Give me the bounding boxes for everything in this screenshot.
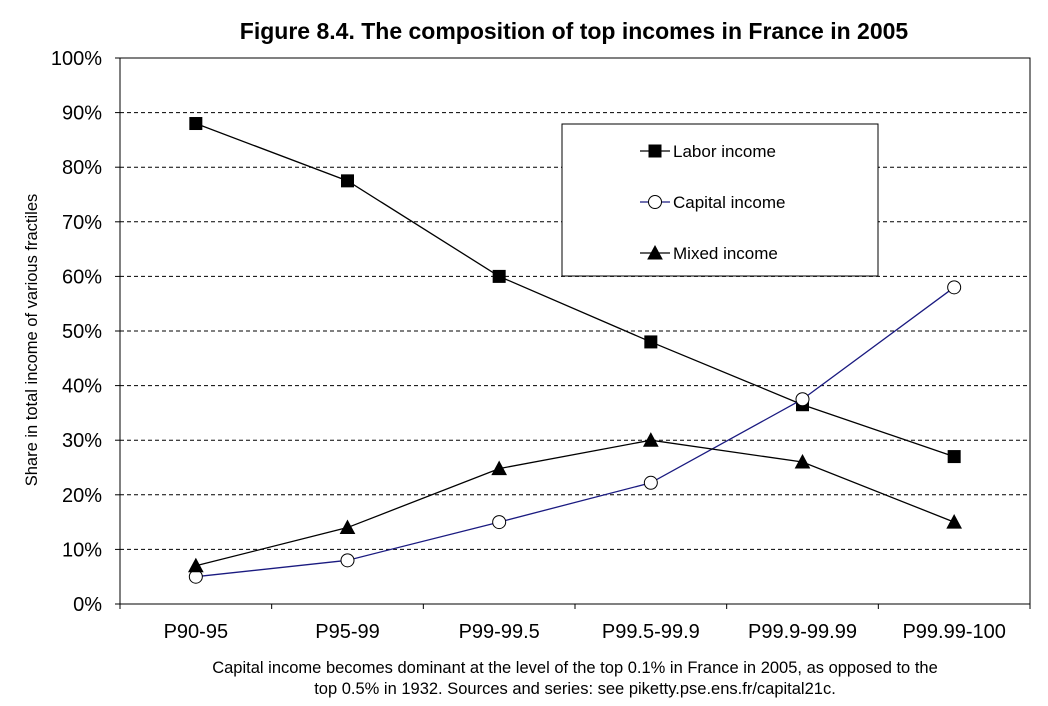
data-point [491,460,508,476]
series-labor-income [189,117,961,464]
y-tick-label: 30% [62,430,102,452]
y-tick-label: 80% [62,157,102,179]
legend-item: Mixed income [640,244,778,263]
axes: 0% 10% 20% 30% 40% 50% 60% 70% 80% 90% 100% P90-95 P… [51,48,1031,643]
data-point [795,392,810,407]
y-tick-label: 0% [73,594,102,616]
data-point [946,514,963,529]
y-tick-label: 60% [62,266,102,288]
chart-title: Figure 8.4. The composition of top incom… [239,18,909,44]
y-tick-label: 100% [51,48,102,70]
x-tick-label: P99.9-99.99 [748,621,857,643]
data-point [341,174,354,188]
line-chart: 0% 10% 20% 30% 40% 50% 60% 70% 80% 90% 100% P90-95 P… [23,48,1031,643]
data-point [492,515,507,530]
data-point [794,453,811,469]
series [187,117,963,584]
y-tick-label: 10% [62,539,102,561]
data-point [648,144,662,158]
series-capital-income [188,280,962,584]
data-point [643,475,658,490]
data-point [647,244,663,260]
legend-item: Capital income [640,193,785,212]
y-tick-label: 20% [62,485,102,507]
legend-item: Labor income [640,142,776,161]
y-tick-label: 50% [62,321,102,343]
x-tick-label: P99.5-99.9 [602,621,700,643]
data-point [947,280,962,295]
y-tick-label: 40% [62,376,102,398]
series-mixed-income [187,432,963,573]
y-tick-label: 90% [62,103,102,125]
data-point [340,553,355,568]
y-axis-label: Share in total income of various fractil… [23,194,41,487]
series-line [195,439,955,567]
x-tick-label: P95-99 [315,621,380,643]
x-tick-label: P90-95 [164,621,229,643]
data-point [644,335,658,349]
data-point [648,195,662,209]
legend-label: Mixed income [673,244,778,263]
data-point [642,432,659,447]
x-tick-label: P99-99.5 [459,621,540,643]
x-tick-label: P99.99-100 [902,621,1005,643]
legend: Labor income Capital income Mixed income [561,123,879,277]
y-tick-label: 70% [62,212,102,234]
legend-label: Capital income [673,193,785,212]
caption-line-2: top 0.5% in 1932. Sources and series: se… [314,680,836,698]
data-point [187,557,204,573]
legend-label: Labor income [673,142,776,161]
series-line [195,286,955,578]
legend-box [561,123,879,277]
data-point [189,117,203,131]
data-point [947,450,961,464]
caption-line-1: Capital income becomes dominant at the l… [212,659,938,677]
chart-caption: Capital income becomes dominant at the l… [120,658,1030,700]
series-line [195,122,955,458]
data-point [339,519,356,535]
data-point [492,269,506,283]
